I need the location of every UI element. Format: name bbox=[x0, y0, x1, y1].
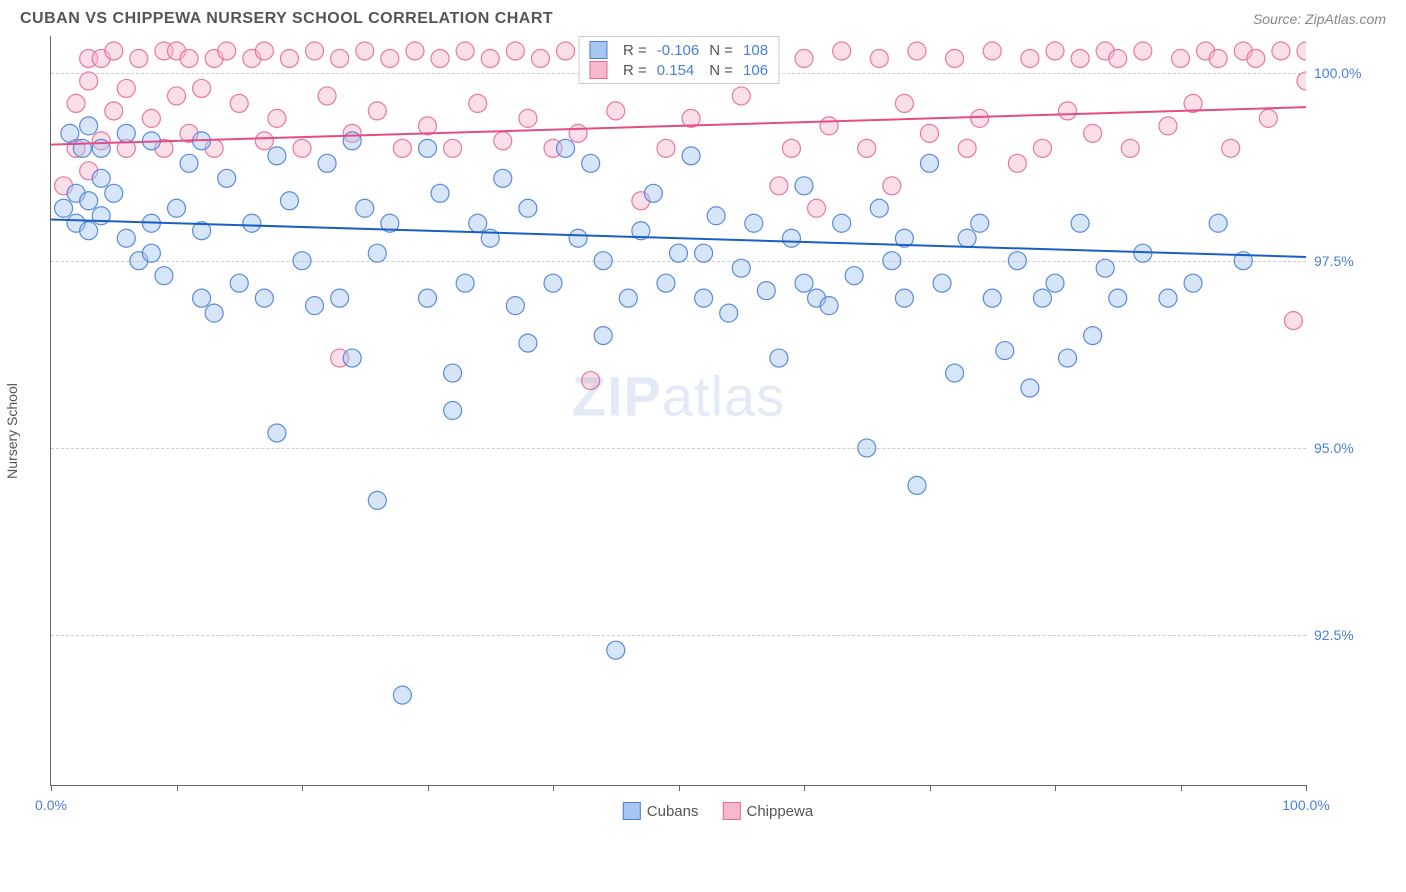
legend-swatch-chippewa bbox=[722, 802, 740, 820]
legend: Cubans Chippewa bbox=[623, 802, 813, 820]
y-tick-label: 97.5% bbox=[1314, 253, 1384, 269]
y-tick-label: 100.0% bbox=[1314, 65, 1384, 81]
stats-r-chippewa: 0.154 bbox=[657, 62, 700, 79]
x-tick-label: 100.0% bbox=[1282, 797, 1329, 813]
stats-n-label: N = bbox=[709, 42, 733, 59]
chart-title: CUBAN VS CHIPPEWA NURSERY SCHOOL CORRELA… bbox=[20, 10, 553, 28]
y-tick-label: 95.0% bbox=[1314, 440, 1384, 456]
stats-r-label-2: R = bbox=[623, 62, 647, 79]
stats-n-chippewa: 106 bbox=[743, 62, 768, 79]
stats-r-cubans: -0.106 bbox=[657, 42, 700, 59]
y-tick-label: 92.5% bbox=[1314, 627, 1384, 643]
stats-swatch-chippewa bbox=[589, 61, 607, 79]
scatter-svg bbox=[51, 36, 1306, 785]
legend-label-cubans: Cubans bbox=[647, 803, 699, 820]
stats-n-cubans: 108 bbox=[743, 42, 768, 59]
chart-header: CUBAN VS CHIPPEWA NURSERY SCHOOL CORRELA… bbox=[0, 0, 1406, 36]
y-axis-label: Nursery School bbox=[4, 383, 20, 479]
plot-area: ZIPatlas R = -0.106 N = 108 R = 0.154 N … bbox=[50, 36, 1306, 786]
legend-item-cubans: Cubans bbox=[623, 802, 699, 820]
chart-container: Nursery School ZIPatlas R = -0.106 N = 1… bbox=[50, 36, 1386, 826]
legend-label-chippewa: Chippewa bbox=[746, 803, 813, 820]
stats-r-label: R = bbox=[623, 42, 647, 59]
chart-source: Source: ZipAtlas.com bbox=[1253, 11, 1386, 27]
stats-box: R = -0.106 N = 108 R = 0.154 N = 106 bbox=[578, 36, 779, 84]
legend-item-chippewa: Chippewa bbox=[722, 802, 813, 820]
x-tick-label: 0.0% bbox=[35, 797, 67, 813]
stats-swatch-cubans bbox=[589, 41, 607, 59]
legend-swatch-cubans bbox=[623, 802, 641, 820]
stats-n-label-2: N = bbox=[709, 62, 733, 79]
